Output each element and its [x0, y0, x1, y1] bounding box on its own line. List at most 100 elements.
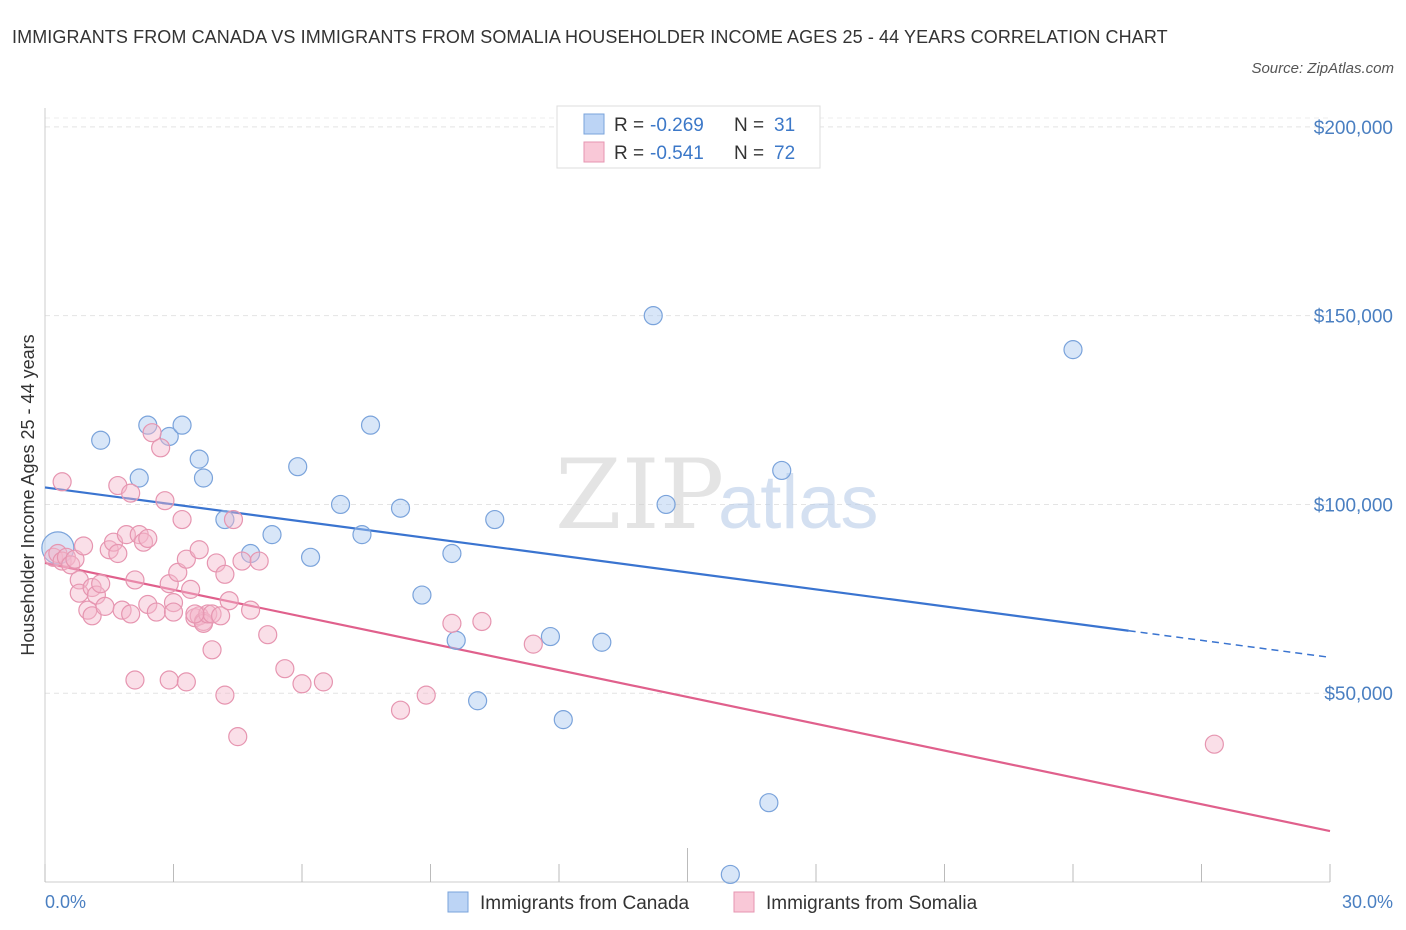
point-1-39 — [176, 672, 196, 692]
point-1-53 — [219, 591, 239, 611]
point-1-22 — [121, 483, 141, 503]
source-label: Source: ZipAtlas.com — [1251, 60, 1394, 77]
point-1-63 — [390, 700, 411, 720]
point-1-66 — [472, 611, 492, 632]
point-1-54 — [223, 509, 244, 530]
point-0-10 — [262, 525, 282, 545]
grid — [45, 117, 1330, 694]
y-tick-label-3: $200,000 — [1314, 118, 1393, 139]
point-1-29 — [142, 423, 162, 443]
point-1-59 — [258, 625, 278, 645]
point-0-0 — [41, 531, 75, 565]
point-1-32 — [155, 491, 175, 511]
point-1-60 — [275, 659, 295, 679]
point-1-50 — [211, 606, 231, 626]
legend-n-label-canada: N = — [734, 115, 764, 136]
y-tick-label-1: $100,000 — [1314, 495, 1393, 516]
point-1-40 — [181, 579, 201, 599]
watermark: ZIP atlas — [555, 439, 879, 551]
point-1-51 — [215, 564, 235, 584]
legend-r-label-canada: R = — [614, 115, 644, 136]
legend-n-value-canada: 31 — [774, 115, 795, 136]
point-1-31 — [151, 438, 171, 458]
point-1-6 — [52, 472, 72, 492]
point-0-30 — [1063, 340, 1083, 360]
point-0-23 — [553, 710, 573, 730]
legend-r-value-canada: -0.269 — [650, 115, 704, 136]
legend-r-value-somalia: -0.541 — [650, 143, 704, 164]
point-1-58 — [249, 551, 269, 571]
legend-swatch-canada — [583, 113, 605, 135]
watermark-atlas: atlas — [718, 460, 879, 545]
point-1-69 — [185, 604, 205, 624]
point-1-14 — [91, 574, 111, 594]
point-0-12 — [300, 547, 321, 567]
point-0-19 — [446, 630, 466, 650]
y-axis-label: Householder Income Ages 25 - 44 years — [18, 334, 38, 655]
legend-swatch-somalia — [583, 141, 605, 163]
point-0-24 — [592, 632, 612, 652]
point-0-22 — [540, 626, 561, 647]
point-0-27 — [759, 793, 779, 813]
x-tick-label-1: 30.0% — [1342, 892, 1393, 912]
point-0-5 — [172, 415, 192, 435]
point-1-19 — [108, 543, 128, 564]
point-1-65 — [442, 613, 462, 633]
point-1-38 — [176, 549, 196, 569]
point-1-27 — [125, 670, 145, 690]
point-1-56 — [228, 727, 248, 747]
bottom-legend-somalia: Immigrants from Somalia — [766, 893, 978, 914]
point-1-61 — [292, 674, 312, 694]
point-1-26 — [138, 528, 158, 549]
y-tick-label-0: $50,000 — [1324, 684, 1393, 705]
bottom-legend: Immigrants from Canada Immigrants from S… — [447, 891, 978, 914]
point-1-23 — [125, 570, 145, 590]
point-0-6 — [189, 449, 209, 469]
point-0-16 — [390, 498, 411, 518]
point-0-11 — [288, 457, 308, 477]
point-1-52 — [215, 685, 235, 705]
point-0-14 — [352, 525, 372, 545]
trend-line-dashed-0 — [1128, 629, 1331, 659]
chart-title: IMMIGRANTS FROM CANADA VS IMMIGRANTS FRO… — [12, 27, 1168, 47]
point-1-57 — [241, 600, 261, 620]
bottom-legend-swatch-canada — [447, 891, 469, 913]
y-tick-label-2: $150,000 — [1314, 307, 1393, 328]
point-0-26 — [656, 494, 676, 515]
point-0-3 — [129, 468, 149, 488]
x-tick-label-0: 0.0% — [45, 892, 86, 912]
point-1-37 — [172, 509, 192, 530]
point-1-70 — [1204, 734, 1224, 754]
x-tick-labels: 0.0% 30.0% — [45, 892, 1393, 912]
point-0-1 — [91, 430, 111, 450]
legend-n-label-somalia: N = — [734, 143, 764, 164]
point-1-48 — [202, 640, 222, 660]
point-0-18 — [442, 543, 462, 564]
legend-n-value-somalia: 72 — [774, 143, 795, 164]
point-0-17 — [412, 585, 432, 605]
point-0-29 — [720, 864, 740, 885]
data-points — [41, 306, 1224, 885]
point-1-30 — [146, 602, 166, 622]
point-1-9 — [73, 536, 94, 556]
axes — [44, 108, 1331, 883]
point-1-55 — [232, 551, 252, 571]
point-1-15 — [95, 596, 115, 616]
point-1-68 — [163, 602, 184, 622]
point-0-13 — [330, 494, 351, 515]
point-0-25 — [643, 306, 663, 326]
legend-box: R = -0.269 N = 31 R = -0.541 N = 72 — [556, 105, 821, 169]
legend-r-label-somalia: R = — [614, 143, 644, 164]
point-1-35 — [159, 670, 179, 690]
bottom-legend-canada: Immigrants from Canada — [480, 893, 690, 914]
watermark-zip: ZIP — [555, 439, 724, 551]
bottom-legend-swatch-somalia — [733, 891, 755, 913]
point-1-12 — [82, 606, 102, 626]
trend-line-0 — [44, 486, 1129, 632]
point-0-15 — [360, 415, 381, 435]
point-0-21 — [485, 509, 505, 530]
y-tick-labels: $50,000 $100,000 $150,000 $200,000 — [1314, 118, 1393, 705]
point-0-28 — [772, 460, 792, 481]
point-1-43 — [189, 540, 209, 560]
